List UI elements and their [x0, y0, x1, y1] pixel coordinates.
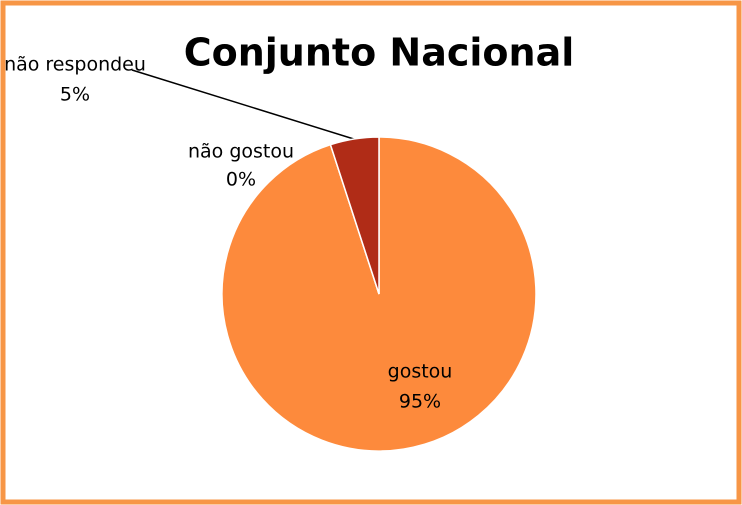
slice-value-label: 0%	[226, 169, 256, 191]
slice-value-label: 5%	[60, 84, 90, 106]
pie-slice	[329, 136, 380, 295]
chart-title: Conjunto Nacional	[184, 31, 575, 75]
slice-label: não gostou	[188, 141, 294, 163]
slice-label: não respondeu	[4, 54, 146, 76]
slice-value-label: 95%	[399, 391, 441, 413]
slice-label: gostou	[388, 361, 453, 383]
leader-line	[131, 69, 358, 141]
